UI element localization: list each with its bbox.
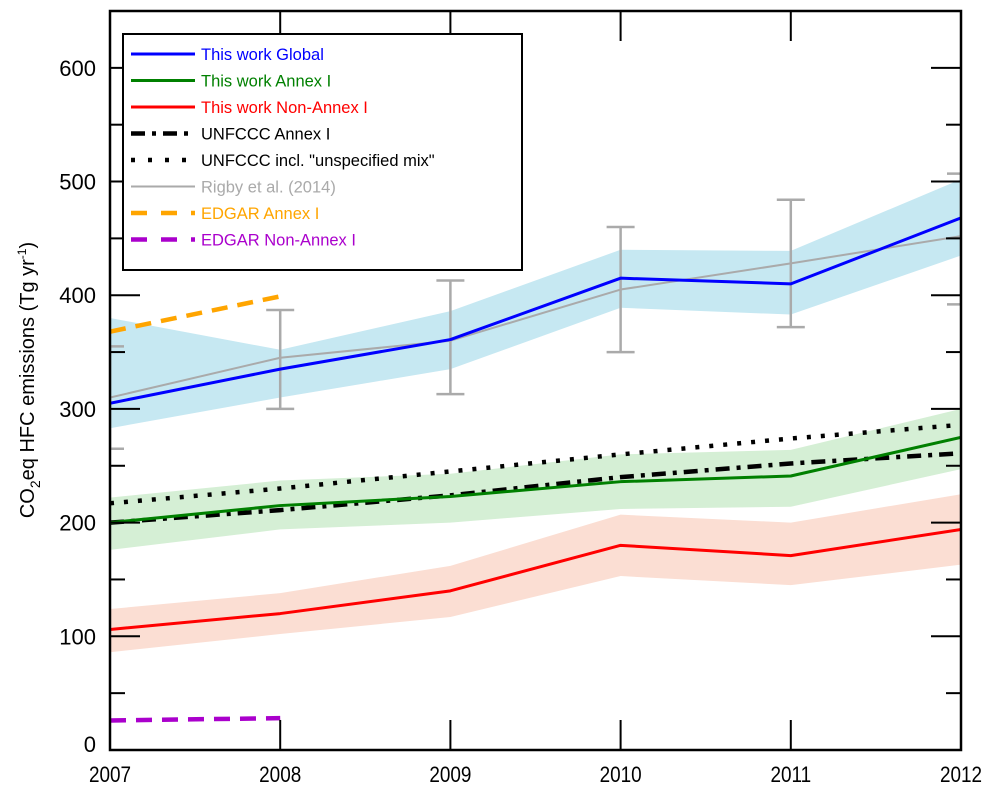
x-tick-label: 2011: [770, 763, 811, 788]
series-line: [110, 435, 961, 525]
y-tick-label: 0: [84, 732, 96, 757]
series-line: [110, 235, 961, 399]
x-tick-label: 2009: [429, 763, 471, 788]
legend-label: UNFCCC Annex I: [201, 126, 330, 144]
series-line: [110, 216, 961, 405]
legend: This work Global This work Annex I This wo…: [122, 33, 523, 271]
uncertainty-band: [110, 179, 961, 429]
series-line: [110, 451, 961, 525]
y-axis-label-subscript: 2: [27, 480, 43, 488]
x-tick-label: 2010: [600, 763, 642, 788]
y-tick-label: 500: [59, 170, 96, 195]
y-tick-label: 300: [59, 397, 96, 422]
y-axis-label: CO2eq HFC emissions (Tg yr-1): [15, 242, 43, 518]
series-line: [110, 422, 961, 506]
y-tick-label: 200: [59, 511, 96, 536]
legend-label: EDGAR Non-Annex I: [201, 232, 356, 250]
series-lines: [110, 216, 961, 723]
series-line: [110, 294, 281, 334]
x-tick-labels: 2007 2008 2009 2010 2011 2012: [89, 763, 982, 788]
legend-label: This work Non-Annex I: [201, 99, 368, 117]
x-tick-label: 2008: [259, 763, 301, 788]
y-axis-label-superscript: -1: [15, 248, 29, 259]
x-tick-label: 2007: [89, 763, 131, 788]
series-line: [110, 715, 281, 723]
x-tick-label: 2012: [940, 763, 982, 788]
series-line: [110, 527, 961, 631]
legend-label: EDGAR Annex I: [201, 205, 319, 223]
legend-box: [122, 33, 523, 271]
y-tick-label: 600: [59, 56, 96, 81]
legend-label: UNFCCC incl. "unspecified mix": [201, 152, 435, 170]
uncertainty-band: [110, 494, 961, 653]
legend-label: This work Annex I: [201, 73, 331, 91]
legend-label: Rigby et al. (2014): [201, 179, 336, 197]
uncertainty-bands: [110, 179, 961, 653]
legend-label: This work Global: [201, 46, 324, 64]
y-tick-label: 400: [59, 283, 96, 308]
plot-frame: [108, 9, 963, 752]
y-tick-label: 100: [59, 624, 96, 649]
y-axis-label-middle: eq HFC emissions (Tg yr: [17, 259, 39, 480]
y-axis-label-prefix: CO: [17, 488, 39, 518]
y-tick-labels: 0 100 200 300 400 500 600: [59, 56, 96, 757]
uncertainty-band: [110, 408, 961, 550]
y-axis-label-suffix: ): [17, 242, 39, 249]
